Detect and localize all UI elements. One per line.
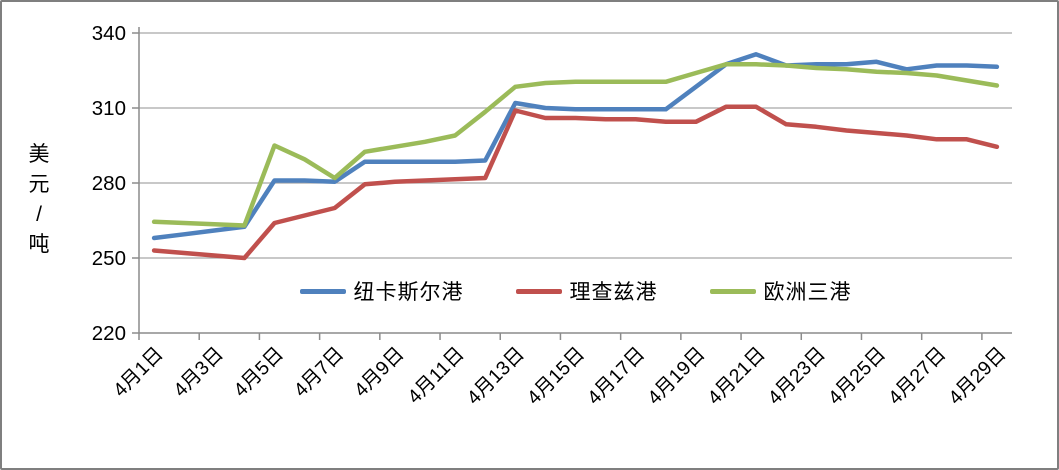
svg-text:4月19日: 4月19日 [643,343,709,409]
legend-item-richards-bay[interactable]: 理查兹港 [515,276,658,306]
legend-item-europe-three-ports[interactable]: 欧洲三港 [709,276,852,306]
svg-text:4月15日: 4月15日 [523,343,589,409]
svg-text:250: 250 [92,247,126,270]
svg-text:4月17日: 4月17日 [583,343,649,409]
svg-text:4月3日: 4月3日 [169,343,227,401]
legend-swatch-europe-three-ports-line [709,288,756,294]
legend-item-newcastle[interactable]: 纽卡斯尔港 [299,276,464,306]
legend-swatch-richards-bay-line [515,288,562,294]
svg-text:280: 280 [92,172,126,195]
svg-text:4月21日: 4月21日 [704,343,770,409]
legend-label-europe-three-ports: 欧洲三港 [763,281,852,304]
svg-text:310: 310 [92,97,126,120]
legend-label-richards-bay: 理查兹港 [569,281,658,304]
svg-text:4月29日: 4月29日 [944,343,1010,409]
svg-text:4月7日: 4月7日 [290,343,348,401]
svg-text:340: 340 [92,22,126,45]
svg-text:4月25日: 4月25日 [824,343,890,409]
svg-text:4月9日: 4月9日 [350,343,408,401]
svg-text:4月5日: 4月5日 [230,343,288,401]
svg-text:4月23日: 4月23日 [764,343,830,409]
legend-label-newcastle: 纽卡斯尔港 [353,281,464,304]
svg-text:220: 220 [92,322,126,345]
y-axis-title: 美元/吨 [28,143,50,256]
svg-text:4月13日: 4月13日 [463,343,529,409]
svg-text:4月11日: 4月11日 [404,343,469,408]
legend: 纽卡斯尔港 理查兹港 欧洲三港 [139,276,1012,306]
legend-swatch-newcastle-line [299,288,346,294]
svg-text:4月1日: 4月1日 [109,343,167,401]
svg-text:4月27日: 4月27日 [884,343,950,409]
